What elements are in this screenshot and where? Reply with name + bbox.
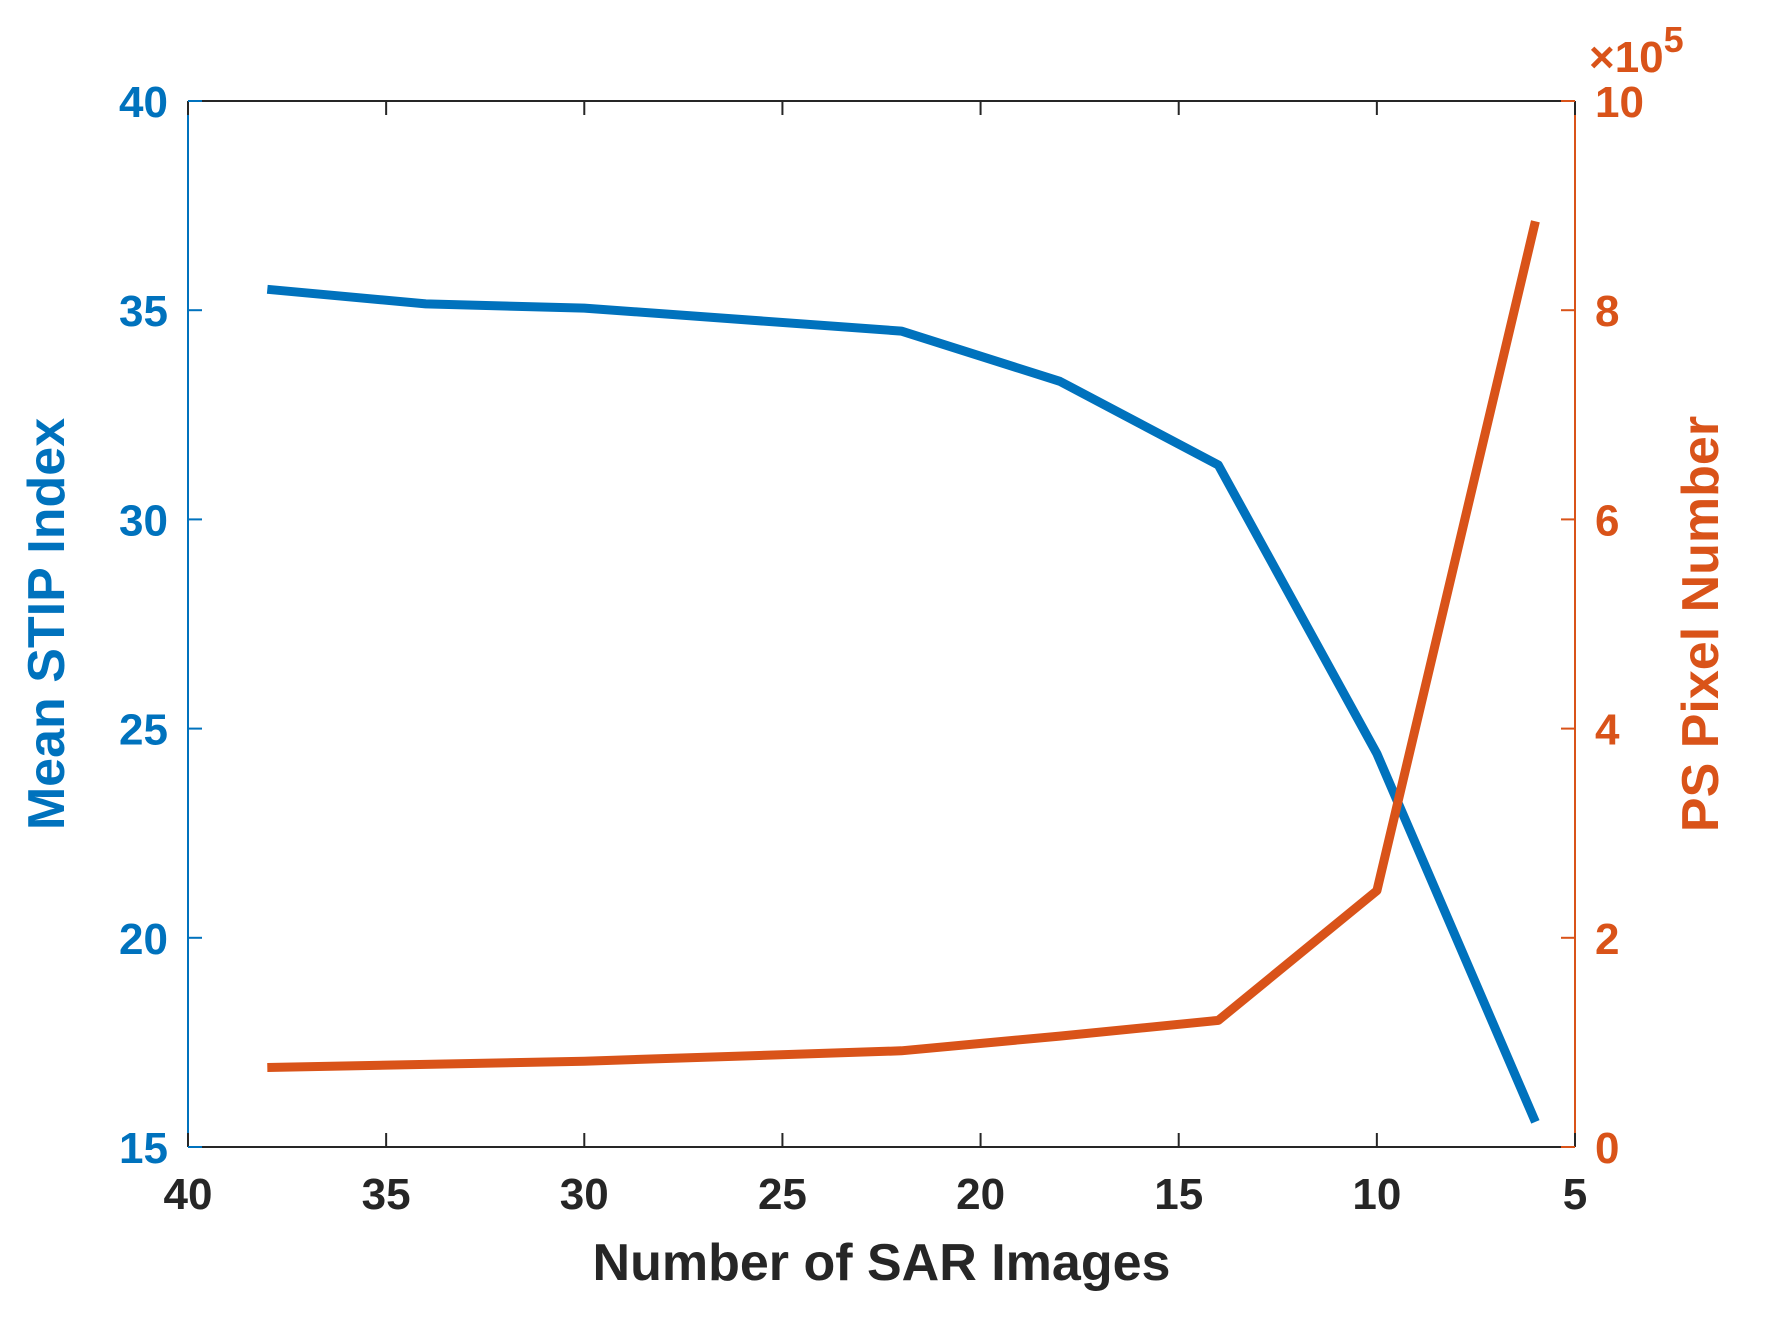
y-right-tick-label: 10 [1595,78,1644,127]
x-tick-label: 15 [1154,1170,1203,1219]
y-right-tick-label: 4 [1595,706,1620,755]
series-line-left [266,284,1540,1124]
x-tick-label: 5 [1563,1170,1587,1219]
y-left-tick-label: 25 [119,706,168,755]
y-right-tick-label: 6 [1595,496,1619,545]
series-line-right [267,220,1540,1072]
y-axis-left-title: Mean STIP Index [18,418,76,830]
series-layer [266,220,1540,1124]
y-axis-right-title: PS Pixel Number [1672,416,1730,832]
y-left-tick-label: 15 [119,1124,168,1173]
y-left-tick-label: 40 [119,78,168,127]
y-axis-right-exponent: ×105 [1589,19,1684,82]
exponent-power: 5 [1664,19,1684,60]
y-left-tick-label: 35 [119,287,168,336]
x-tick-label: 10 [1352,1170,1401,1219]
x-tick-label: 25 [758,1170,807,1219]
axes-layer [187,100,1576,1148]
y-right-tick-label: 8 [1595,287,1619,336]
plot-area [188,101,1575,1147]
y-left-tick-label: 30 [119,496,168,545]
x-tick-label: 35 [362,1170,411,1219]
x-tick-label: 30 [560,1170,609,1219]
x-tick-label: 40 [164,1170,213,1219]
y-left-tick-label: 20 [119,915,168,964]
x-tick-label: 20 [956,1170,1005,1219]
y-right-tick-label: 0 [1595,1124,1619,1173]
exponent-base: ×10 [1589,33,1664,82]
y-right-tick-label: 2 [1595,915,1619,964]
x-axis-title: Number of SAR Images [593,1234,1171,1292]
